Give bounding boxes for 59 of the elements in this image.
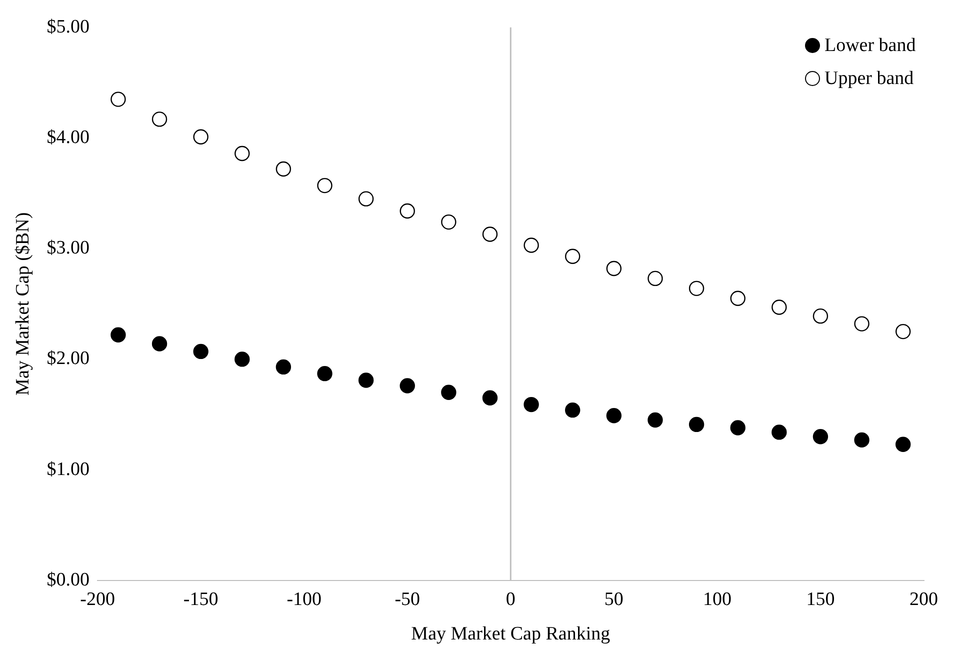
- x-tick-label: 150: [806, 588, 835, 610]
- point: [193, 129, 208, 144]
- point: [234, 146, 250, 162]
- point: [854, 432, 870, 448]
- point: [812, 308, 828, 324]
- point: [276, 161, 292, 177]
- legend-label: Lower band: [824, 34, 916, 58]
- point: [688, 280, 704, 296]
- y-tick-label: $4.00: [46, 126, 90, 148]
- point: [317, 178, 332, 194]
- x-tick-label: 100: [702, 588, 732, 610]
- y-tick-label: $3.00: [46, 238, 90, 259]
- point: [110, 327, 126, 342]
- point: [441, 214, 456, 230]
- point: [606, 260, 622, 276]
- x-tick-label: 50: [604, 588, 624, 610]
- point: [358, 372, 374, 388]
- point: [772, 300, 787, 315]
- point: [193, 344, 208, 360]
- legend-label: Upper band: [824, 67, 914, 92]
- point: [524, 238, 539, 253]
- point: [895, 436, 911, 452]
- point: [565, 248, 580, 264]
- point: [772, 424, 787, 440]
- y-tick-label: $1.00: [46, 458, 90, 480]
- point: [606, 408, 622, 424]
- point: [812, 429, 828, 444]
- x-tick-label: 200: [910, 588, 938, 610]
- y-tick-label: $5.00: [46, 16, 90, 38]
- point: [688, 416, 704, 432]
- x-tick-label: -50: [394, 588, 420, 610]
- point: [110, 92, 126, 107]
- point: [400, 378, 415, 394]
- point: [152, 112, 168, 127]
- y-axis-title: May Market Cap ($BN): [12, 212, 34, 396]
- point: [400, 203, 415, 219]
- y-tick-label: $0.00: [46, 569, 90, 590]
- point: [358, 191, 374, 206]
- point: [152, 336, 168, 352]
- point: [895, 324, 911, 340]
- x-tick-label: -200: [80, 588, 115, 610]
- point: [441, 384, 456, 400]
- point: [234, 352, 250, 367]
- x-tick-label: -100: [286, 588, 322, 610]
- point: [648, 412, 663, 428]
- x-tick-label: -150: [183, 588, 218, 610]
- point: [730, 290, 746, 306]
- point: [854, 316, 870, 332]
- point: [565, 402, 580, 418]
- y-tick-label: $2.00: [46, 348, 90, 370]
- x-axis-title: May Market Cap Ranking: [411, 624, 611, 645]
- point: [648, 270, 663, 286]
- x-tick-label: 0: [506, 588, 516, 610]
- point: [482, 226, 498, 242]
- point: [317, 366, 332, 382]
- point: [482, 390, 498, 406]
- point: [524, 396, 539, 412]
- point: [730, 420, 746, 436]
- point: [276, 359, 292, 375]
